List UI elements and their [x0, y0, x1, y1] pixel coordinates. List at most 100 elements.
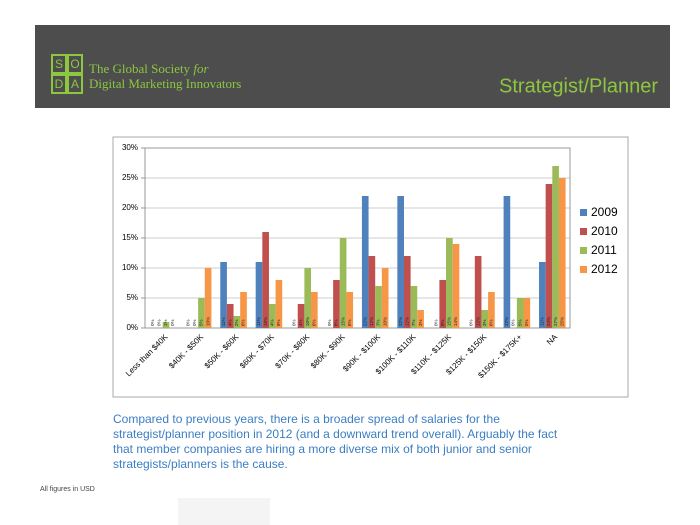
logo-letter: A: [71, 77, 79, 91]
bar: [397, 196, 404, 328]
value-label: 16%: [263, 317, 268, 326]
bar: [275, 280, 283, 328]
footnote: All figures in USD: [40, 486, 95, 493]
value-label: 11%: [221, 317, 226, 326]
value-label: 10%: [205, 317, 210, 326]
bar: [220, 262, 227, 328]
bar: [403, 256, 411, 328]
value-label: 0%: [157, 319, 162, 326]
bar: [558, 178, 566, 328]
value-label: 4%: [227, 319, 232, 326]
value-label: 7%: [411, 319, 416, 326]
bar: [439, 280, 447, 328]
value-label: 15%: [340, 317, 345, 326]
y-tick-label: 30%: [122, 143, 138, 152]
bar: [523, 298, 531, 328]
logo-letter: S: [55, 57, 63, 71]
bar: [333, 280, 340, 328]
bar: [311, 292, 318, 328]
bar: [162, 322, 170, 328]
value-label: 12%: [475, 317, 480, 326]
bar: [417, 310, 424, 328]
value-label: 0%: [150, 319, 155, 326]
bar: [204, 268, 212, 328]
value-label: 24%: [546, 317, 551, 326]
bar: [381, 268, 389, 328]
value-label: 5%: [199, 319, 204, 326]
y-tick-label: 10%: [122, 263, 138, 272]
bar: [226, 304, 234, 328]
bar: [539, 262, 546, 328]
bar: [474, 256, 482, 328]
bar: [375, 286, 382, 328]
bar: [503, 196, 511, 328]
bar: [304, 268, 312, 328]
bar: [361, 196, 369, 328]
bar: [488, 292, 495, 328]
value-label: 22%: [504, 317, 509, 326]
legend-label: 2011: [591, 243, 617, 257]
y-tick-label: 0%: [126, 323, 138, 332]
value-label: 11%: [540, 317, 545, 326]
logo-box: [67, 54, 83, 74]
y-tick-label: 25%: [122, 173, 138, 182]
bar: [240, 292, 247, 328]
bar: [262, 232, 269, 328]
logo-letter: D: [55, 77, 64, 91]
bar: [516, 298, 524, 328]
value-label: 6%: [347, 319, 352, 326]
bar: [410, 286, 418, 328]
value-label: 7%: [376, 319, 381, 326]
value-label: 15%: [447, 317, 452, 326]
bar: [545, 184, 553, 328]
bar: [552, 166, 559, 328]
y-tick-label: 20%: [122, 203, 138, 212]
value-label: 6%: [489, 319, 494, 326]
decoration: [178, 498, 270, 525]
value-label: 5%: [517, 319, 522, 326]
value-label: 14%: [453, 317, 458, 326]
bar: [233, 316, 241, 328]
value-label: 8%: [440, 319, 445, 326]
bar: [446, 238, 453, 328]
value-label: 0%: [327, 319, 332, 326]
value-label: 4%: [269, 319, 274, 326]
value-label: 0%: [292, 319, 297, 326]
legend-swatch: [580, 209, 587, 216]
bar: [339, 238, 347, 328]
value-label: 1%: [163, 319, 168, 326]
value-label: 11%: [256, 317, 261, 326]
bar: [255, 262, 263, 328]
legend-label: 2012: [591, 262, 618, 276]
value-label: 10%: [305, 317, 310, 326]
bar: [452, 244, 460, 328]
org-name: The Global Society for: [89, 61, 209, 76]
value-label: 5%: [524, 319, 529, 326]
legend-swatch: [580, 247, 587, 254]
logo-box: [51, 54, 67, 74]
value-label: 0%: [185, 319, 190, 326]
value-label: 0%: [469, 319, 474, 326]
value-label: 25%: [559, 317, 564, 326]
value-label: 12%: [404, 317, 409, 326]
legend-swatch: [580, 266, 587, 273]
logo-box: [51, 74, 67, 94]
org-line: The Global Society: [89, 61, 191, 76]
logo-box: [67, 74, 83, 94]
value-label: 0%: [511, 319, 516, 326]
legend-label: 2010: [591, 224, 618, 238]
logo: S O D A: [51, 54, 83, 94]
value-label: 10%: [382, 317, 387, 326]
value-label: 22%: [398, 317, 403, 326]
value-label: 6%: [312, 319, 317, 326]
org-line: Digital Marketing Innovators: [89, 76, 241, 91]
value-label: 3%: [418, 319, 423, 326]
logo-letter: O: [70, 57, 79, 71]
value-label: 0%: [170, 319, 175, 326]
legend-label: 2009: [591, 205, 618, 219]
value-label: 8%: [276, 319, 281, 326]
bar: [297, 304, 305, 328]
y-tick-label: 5%: [126, 293, 138, 302]
